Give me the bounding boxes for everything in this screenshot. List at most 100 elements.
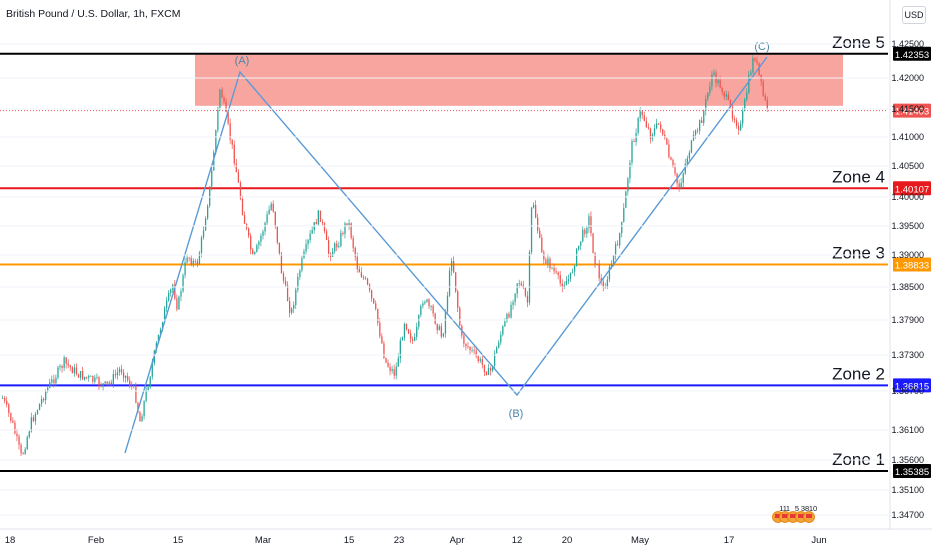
currency-badge[interactable]: USD: [902, 6, 926, 24]
x-tick-label: 12: [512, 535, 523, 546]
candle-body: [717, 80, 719, 84]
candle-body: [16, 433, 18, 437]
candle-body: [596, 263, 598, 265]
candle-body: [692, 135, 695, 141]
candle-body: [84, 376, 86, 380]
candle-body: [740, 123, 742, 130]
event-flag-stripe: [775, 514, 781, 518]
candle-body: [535, 204, 537, 218]
candle-body: [629, 162, 631, 179]
candle-body: [266, 214, 268, 223]
candle-body: [348, 223, 350, 226]
candle-body: [746, 92, 748, 100]
candle-body: [450, 261, 453, 271]
candle-body: [735, 120, 738, 126]
zone-price-text-1: 1.35385: [895, 467, 929, 478]
candle-body: [541, 237, 543, 253]
candle-body: [289, 300, 291, 313]
candle-body: [553, 267, 555, 272]
candle-body: [8, 404, 10, 413]
candle-body: [455, 272, 457, 292]
candle-body: [96, 377, 98, 379]
candle-body: [573, 265, 576, 272]
candle-body: [307, 240, 309, 245]
candle-body: [469, 346, 471, 351]
candle-body: [520, 283, 522, 286]
resistance-zone-rect[interactable]: [195, 54, 843, 106]
candle-body: [385, 357, 387, 363]
candle-body: [147, 387, 149, 390]
candle-body: [653, 128, 656, 135]
candle-body: [375, 303, 377, 309]
candle-body: [202, 230, 205, 238]
candle-body: [342, 232, 344, 234]
candle-body: [766, 99, 768, 109]
candle-body: [561, 283, 563, 288]
zone-price-text-5: 1.42353: [895, 50, 929, 61]
candle-body: [354, 247, 356, 257]
event-count-label: 1: [786, 504, 790, 513]
candle-body: [274, 211, 276, 227]
candle-body: [100, 385, 102, 387]
candle-body: [182, 275, 184, 292]
candle-body: [543, 252, 545, 260]
candle-body: [198, 252, 201, 265]
candle-body: [580, 241, 582, 246]
candle-body: [81, 371, 84, 380]
candle-body: [36, 410, 39, 414]
candle-body: [444, 311, 447, 334]
candle-body: [752, 58, 754, 73]
candle-body: [139, 412, 141, 422]
candle-body: [225, 101, 227, 113]
candle-body: [557, 272, 559, 276]
candle-body: [241, 198, 244, 215]
candle-body: [340, 232, 342, 247]
candle-body: [104, 381, 106, 384]
candle-body: [619, 233, 621, 246]
zone-price-tag-2: [893, 378, 931, 393]
candle-body: [346, 223, 348, 226]
candle-body: [494, 353, 496, 366]
candle-body: [4, 398, 6, 401]
candle-body: [592, 233, 594, 254]
candle-body: [383, 343, 385, 358]
candle-body: [207, 205, 209, 219]
current-price-tag: [893, 103, 931, 118]
candle-body: [680, 182, 682, 189]
candle-body: [637, 118, 639, 133]
candle-body: [131, 385, 133, 387]
candle-body: [14, 422, 16, 434]
candle-body: [258, 241, 260, 246]
candle-body: [211, 170, 213, 187]
candle-body: [276, 226, 278, 243]
candle-body: [416, 326, 418, 337]
candle-body: [366, 278, 369, 285]
candle-body: [299, 270, 301, 277]
candle-body: [293, 304, 295, 309]
candle-body: [539, 230, 541, 238]
y-tick-label: 1.42500: [891, 39, 924, 49]
candle-body: [143, 401, 145, 417]
candle-body: [481, 359, 483, 365]
candle-body: [133, 385, 135, 387]
zone-price-text-4: 1.40107: [895, 184, 929, 195]
candle-body: [137, 402, 139, 413]
candle-body: [491, 365, 494, 371]
candle-body: [332, 251, 334, 257]
candle-body: [530, 207, 533, 252]
candle-body: [317, 210, 319, 225]
candle-body: [65, 357, 67, 364]
candle-body: [381, 336, 383, 344]
candle-body: [215, 130, 217, 153]
wave-label-b: (B): [509, 408, 524, 420]
candle-body: [576, 249, 578, 266]
candle-body: [399, 340, 401, 359]
candle-body: [471, 349, 473, 351]
candle-body: [213, 152, 215, 171]
candle-body: [699, 120, 701, 131]
candle-body: [500, 334, 502, 343]
candle-body: [45, 391, 47, 401]
candle-body: [168, 292, 170, 301]
